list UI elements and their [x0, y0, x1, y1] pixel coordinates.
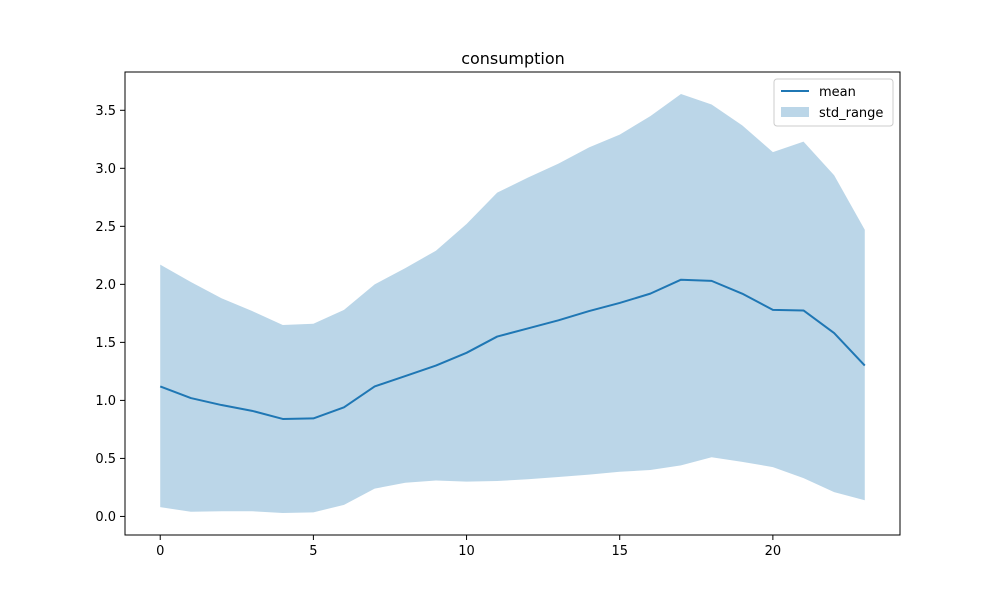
y-axis: 0.0 0.5 1.0 1.5 2.0 2.5 3.0 3.5	[95, 104, 125, 525]
legend: mean std_range	[773, 78, 894, 127]
y-tick-label: 1.0	[95, 394, 116, 409]
legend-std-range-swatch	[781, 107, 809, 117]
y-tick-label: 3.0	[95, 162, 116, 177]
mean-line	[159, 278, 866, 420]
y-tick-label: 2.5	[95, 220, 116, 235]
x-axis: 0 5 10 15 20	[156, 535, 781, 559]
chart-title: consumption	[461, 49, 565, 68]
x-tick-label: 10	[458, 544, 475, 559]
legend-mean-label: mean	[819, 85, 856, 100]
y-tick-label: 0.5	[95, 452, 116, 467]
std-range-band	[160, 94, 865, 513]
x-tick-label: 0	[156, 544, 164, 559]
legend-std-range-label: std_range	[819, 106, 883, 121]
x-tick-label: 5	[309, 544, 317, 559]
y-tick-label: 2.0	[95, 278, 116, 293]
y-tick-label: 0.0	[95, 510, 116, 525]
axes-frame	[124, 71, 901, 536]
y-tick-label: 3.5	[95, 104, 116, 119]
plot-area	[159, 94, 866, 513]
x-tick-label: 15	[611, 544, 628, 559]
y-tick-label: 1.5	[95, 336, 116, 351]
x-tick-label: 20	[765, 544, 782, 559]
